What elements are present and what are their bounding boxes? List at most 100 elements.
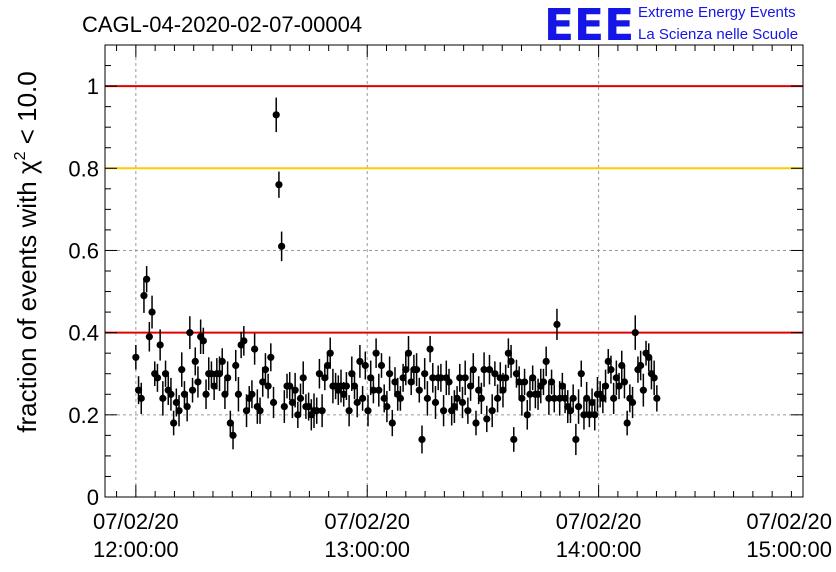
- point-marker: [572, 435, 580, 444]
- point-marker: [601, 382, 610, 390]
- data-point: [294, 401, 302, 428]
- point-marker: [313, 407, 321, 415]
- data-point: [261, 353, 270, 387]
- data-point: [377, 353, 386, 378]
- point-marker: [348, 370, 356, 378]
- data-point: [229, 421, 237, 450]
- point-marker: [469, 366, 477, 374]
- data-point: [483, 405, 491, 433]
- point-marker: [345, 407, 353, 415]
- point-marker: [180, 390, 189, 398]
- data-point: [259, 367, 267, 397]
- point-marker: [156, 341, 164, 349]
- data-point: [615, 372, 623, 400]
- point-marker: [426, 345, 434, 353]
- data-point: [256, 397, 264, 424]
- point-marker: [170, 419, 178, 427]
- data-point: [491, 361, 499, 387]
- data-point: [326, 337, 334, 369]
- data-point: [356, 344, 364, 378]
- data-point: [388, 409, 396, 437]
- data-point: [207, 361, 216, 387]
- point-marker: [194, 378, 202, 386]
- point-marker: [232, 361, 240, 370]
- point-marker: [477, 394, 485, 402]
- point-marker: [628, 398, 637, 407]
- data-point: [361, 351, 369, 380]
- point-marker: [134, 386, 143, 394]
- point-marker: [620, 378, 629, 386]
- point-marker: [539, 378, 548, 386]
- data-point: [226, 410, 234, 436]
- data-point: [218, 348, 226, 375]
- x-tick-label-time: 15:00:00: [746, 537, 832, 562]
- point-marker: [558, 382, 566, 390]
- data-point: [188, 377, 197, 403]
- data-point: [402, 354, 410, 386]
- point-marker: [491, 370, 499, 378]
- data-point: [286, 372, 294, 401]
- point-marker: [483, 415, 491, 423]
- data-point: [194, 366, 202, 398]
- data-point: [391, 367, 399, 397]
- point-marker: [140, 292, 148, 300]
- point-marker: [585, 411, 593, 419]
- point-marker: [488, 407, 496, 415]
- logo-line-2: La Scienza nelle Scuole: [638, 26, 798, 43]
- point-marker: [485, 366, 494, 374]
- data-point: [167, 377, 175, 411]
- data-point: [321, 365, 329, 391]
- point-marker: [588, 398, 596, 407]
- data-point: [550, 384, 558, 413]
- point-marker: [267, 353, 275, 361]
- data-point: [313, 397, 321, 424]
- data-point: [291, 372, 299, 408]
- data-point: [221, 379, 229, 410]
- point-marker: [529, 374, 537, 382]
- data-point: [542, 346, 550, 377]
- data-point: [267, 343, 275, 372]
- data-point: [248, 380, 256, 409]
- point-marker: [383, 403, 391, 411]
- data-point: [264, 373, 272, 399]
- point-marker: [186, 329, 194, 337]
- data-point: [275, 171, 283, 198]
- point-marker: [240, 337, 248, 345]
- data-point: [342, 372, 351, 401]
- x-tick-label-date: 07/02/20: [324, 509, 410, 534]
- point-marker: [375, 386, 383, 394]
- point-marker: [359, 394, 367, 402]
- point-marker: [305, 403, 313, 411]
- point-marker: [566, 407, 575, 415]
- point-marker: [148, 308, 156, 316]
- data-point: [572, 423, 580, 456]
- data-point: [450, 390, 458, 424]
- data-point: [458, 386, 467, 419]
- point-marker: [542, 357, 550, 365]
- data-point: [620, 365, 629, 399]
- data-point: [369, 377, 378, 404]
- point-marker: [188, 386, 197, 394]
- point-marker: [291, 386, 299, 394]
- chart-title: CAGL-04-2020-02-07-00004: [82, 12, 362, 37]
- point-marker: [280, 403, 288, 411]
- point-marker: [631, 329, 639, 337]
- point-marker: [202, 390, 210, 398]
- data-point: [580, 400, 588, 430]
- reference-lines: [105, 85, 803, 334]
- data-point: [145, 321, 153, 352]
- data-point: [137, 382, 145, 414]
- data-point: [645, 343, 653, 372]
- data-point: [269, 386, 278, 419]
- data-point: [610, 382, 618, 414]
- data-point: [612, 360, 620, 396]
- data-point: [423, 381, 431, 416]
- logo-line-1: Extreme Energy Events: [638, 4, 796, 21]
- data-point: [296, 383, 305, 414]
- data-point: [583, 381, 591, 415]
- data-point: [437, 363, 445, 392]
- y-tick-label: 0.2: [68, 403, 99, 428]
- data-point: [558, 372, 566, 400]
- data-point: [507, 344, 515, 378]
- x-tick-label-time: 14:00:00: [556, 537, 642, 562]
